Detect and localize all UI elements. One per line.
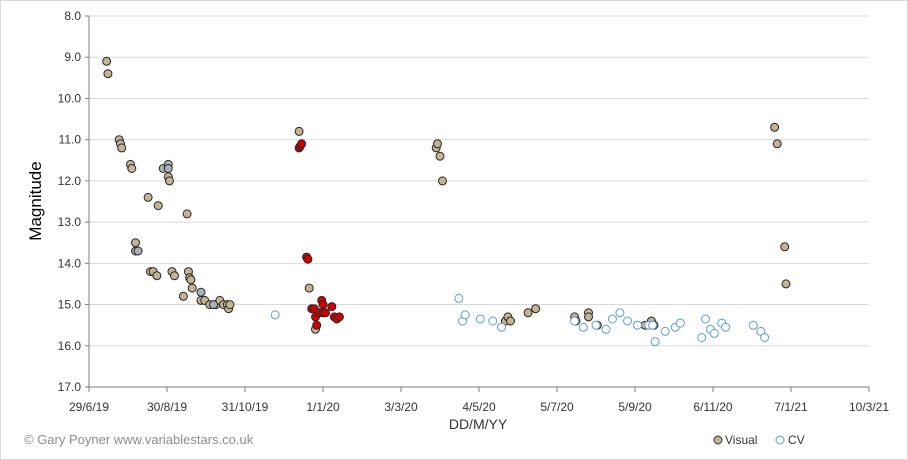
visual-grey-point bbox=[209, 300, 218, 310]
y-tick-label: 11.0 bbox=[59, 133, 82, 147]
x-tick-label: 4/5/20 bbox=[462, 400, 496, 414]
visual-point bbox=[117, 143, 127, 153]
y-tick-label: 13.0 bbox=[58, 215, 82, 229]
y-tick-label: 17.0 bbox=[58, 380, 82, 394]
x-tick-label: 30/8/19 bbox=[147, 400, 187, 414]
grid bbox=[89, 15, 869, 388]
visual-red-point bbox=[318, 300, 328, 310]
data-points bbox=[102, 56, 791, 347]
y-tick-label: 15.0 bbox=[58, 298, 82, 312]
y-ticks: 8.0 9.0 10.0 11.0 12.0 13.0 14.0 15.0 16.0 17.0 bbox=[58, 9, 82, 394]
visual-point bbox=[131, 238, 140, 248]
legend: Visual CV bbox=[713, 433, 805, 447]
visual-red-point bbox=[297, 139, 307, 149]
x-tick-label: 7/1/21 bbox=[774, 400, 808, 414]
cv-point bbox=[660, 326, 670, 336]
cv-point bbox=[623, 316, 632, 326]
x-tick-label: 1/1/20 bbox=[306, 400, 340, 414]
visual-point bbox=[294, 126, 304, 136]
x-tick-label: 5/7/20 bbox=[540, 400, 574, 414]
x-tick-label: 31/10/19 bbox=[222, 400, 269, 414]
legend-label-visual: Visual bbox=[725, 433, 757, 447]
visual-grey-point bbox=[196, 287, 206, 297]
visual-point bbox=[506, 316, 515, 326]
cv-point bbox=[760, 333, 770, 342]
visual-grey-point bbox=[163, 164, 173, 173]
visual-point bbox=[770, 122, 780, 132]
cv-point bbox=[454, 293, 464, 303]
cv-point bbox=[633, 320, 642, 330]
cv-point bbox=[675, 318, 685, 328]
legend-marker-visual bbox=[713, 435, 723, 445]
cv-point bbox=[648, 320, 658, 330]
cv-point bbox=[475, 314, 485, 324]
visual-point bbox=[187, 283, 197, 293]
cv-point bbox=[709, 328, 719, 338]
visual-point bbox=[531, 304, 541, 314]
cv-point bbox=[497, 322, 507, 332]
cv-point bbox=[697, 333, 707, 342]
cv-point bbox=[650, 337, 660, 347]
visual-point bbox=[433, 139, 442, 149]
visual-point bbox=[584, 312, 593, 322]
visual-red-point bbox=[321, 308, 330, 318]
visual-point bbox=[178, 291, 188, 301]
visual-point bbox=[186, 275, 196, 285]
visual-point bbox=[523, 308, 533, 318]
y-axis-label: Magnitude bbox=[26, 161, 45, 240]
cv-point bbox=[488, 316, 498, 326]
legend-marker-cv bbox=[775, 435, 785, 445]
visual-point bbox=[170, 271, 179, 281]
legend-label-cv: CV bbox=[788, 433, 805, 447]
cv-point bbox=[270, 310, 280, 320]
x-tick-label: 3/3/20 bbox=[384, 400, 418, 414]
visual-point bbox=[103, 69, 113, 79]
cv-point bbox=[615, 308, 625, 318]
visual-point bbox=[182, 209, 192, 219]
y-tick-label: 14.0 bbox=[58, 256, 82, 270]
y-tick-label: 12.0 bbox=[58, 174, 82, 188]
x-tick-label: 5/9/20 bbox=[618, 400, 652, 414]
x-tick-label: 6/11/20 bbox=[693, 400, 732, 414]
visual-point bbox=[102, 56, 112, 66]
cv-point bbox=[591, 320, 601, 330]
y-tick-label: 16.0 bbox=[58, 339, 82, 353]
visual-red-point bbox=[327, 302, 337, 312]
credit-text: © Gary Poyner www.variablestars.co.uk bbox=[24, 432, 254, 447]
x-ticks: 29/6/19 30/8/19 31/10/19 1/1/20 3/3/20 4/5/20… bbox=[69, 400, 889, 414]
x-tick-label: 29/6/19 bbox=[69, 400, 109, 414]
visual-point bbox=[781, 279, 791, 289]
visual-red-point bbox=[334, 312, 344, 322]
cv-point bbox=[701, 314, 710, 324]
y-tick-label: 10.0 bbox=[58, 91, 82, 105]
cv-point bbox=[748, 320, 758, 330]
y-tick-label: 9.0 bbox=[64, 50, 81, 64]
visual-grey-point bbox=[133, 246, 143, 256]
visual-point bbox=[780, 242, 790, 252]
visual-red-point bbox=[312, 320, 322, 330]
visual-point bbox=[152, 271, 162, 281]
visual-point bbox=[127, 164, 137, 173]
y-tick-label: 8.0 bbox=[64, 9, 81, 23]
visual-point bbox=[225, 300, 235, 310]
visual-point bbox=[143, 192, 153, 202]
visual-point bbox=[304, 283, 314, 293]
cv-point bbox=[607, 314, 617, 324]
visual-point bbox=[435, 151, 445, 161]
visual-point bbox=[438, 176, 447, 186]
visual-red-point bbox=[303, 254, 313, 264]
x-axis-label: DD/M/YY bbox=[449, 416, 508, 432]
visual-point bbox=[153, 201, 163, 211]
x-tick-label: 10/3/21 bbox=[849, 400, 889, 414]
cv-point bbox=[721, 322, 731, 332]
cv-point bbox=[570, 316, 580, 326]
cv-point bbox=[578, 322, 588, 332]
axes bbox=[85, 15, 870, 392]
cv-point bbox=[460, 310, 470, 320]
visual-point bbox=[165, 176, 174, 186]
visual-point bbox=[772, 139, 782, 149]
cv-point bbox=[601, 324, 611, 334]
